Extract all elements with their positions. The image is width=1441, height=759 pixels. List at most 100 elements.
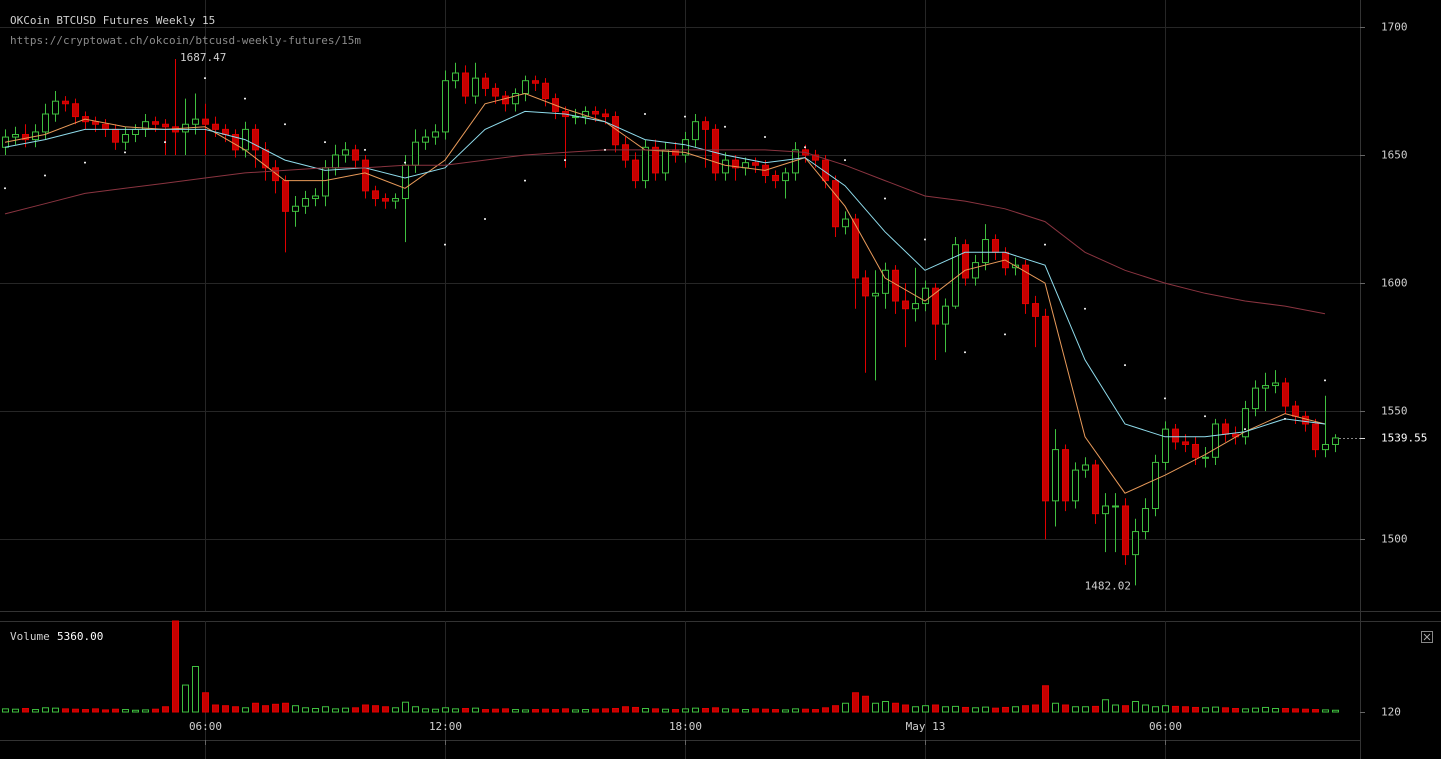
close-cross[interactable] <box>1423 633 1431 641</box>
candle-body <box>252 128 259 151</box>
y-tick-label: 1500 <box>1381 533 1408 546</box>
volume-bar <box>182 684 189 713</box>
volume-bar <box>692 707 699 713</box>
candle-body <box>1092 464 1099 515</box>
candle-body <box>1042 315 1049 502</box>
volume-bar <box>162 706 169 713</box>
volume-bar <box>602 708 609 713</box>
candle-body <box>422 136 429 143</box>
candle-body <box>662 149 669 174</box>
volume-bar <box>1072 706 1079 713</box>
candle-body <box>522 80 529 95</box>
candle-body <box>832 180 839 228</box>
candle-body <box>622 144 629 161</box>
candle-body <box>122 133 129 143</box>
volume-bar <box>172 620 179 713</box>
candle-body <box>1082 464 1089 471</box>
x-tick-label: 18:00 <box>669 720 702 733</box>
volume-bar <box>462 708 469 713</box>
volume-bar <box>1082 706 1089 713</box>
moving-average <box>4 92 1326 494</box>
volume-bar <box>772 709 779 713</box>
volume-bar <box>802 708 809 713</box>
candle-body <box>132 128 139 135</box>
volume-bar <box>962 706 969 713</box>
candle-body <box>352 149 359 161</box>
plot: 1687.47 1482.02 1539.55 <box>2 51 1427 713</box>
sar-dot <box>924 238 926 241</box>
volume-bar <box>282 702 289 713</box>
volume-bar <box>132 709 139 713</box>
last-price-label: 1539.55 <box>1381 432 1427 445</box>
sar-dot <box>324 141 326 144</box>
candle-body <box>1182 441 1189 445</box>
sar-dot <box>644 113 646 116</box>
y-tick-label: 120 <box>1381 706 1401 719</box>
sar-dot <box>44 174 46 177</box>
sar-dot <box>764 136 766 139</box>
sar-dot <box>964 351 966 354</box>
volume-bar <box>1122 705 1129 713</box>
volume-bar <box>512 709 519 713</box>
volume-bar <box>42 707 49 713</box>
volume-bar <box>502 708 509 713</box>
candle-body <box>1222 423 1229 435</box>
candle-body <box>1122 505 1129 556</box>
sar-dot <box>1204 415 1206 418</box>
volume-readout: 5360.00 <box>57 630 103 643</box>
x-tick-label: May 13 <box>906 720 946 733</box>
y-tick-label: 1600 <box>1381 277 1408 290</box>
candle-body <box>742 162 749 169</box>
candle-body <box>412 141 419 166</box>
candle-body <box>362 159 369 192</box>
volume-bar <box>1132 701 1139 713</box>
sar-dot <box>4 187 6 190</box>
volume-bar <box>792 708 799 713</box>
volume-bar <box>592 708 599 713</box>
volume-bar <box>212 704 219 713</box>
volume-bar <box>1192 706 1199 713</box>
y-tick-label: 1550 <box>1381 405 1408 418</box>
volume-bar <box>942 706 949 713</box>
volume-bar <box>452 708 459 713</box>
volume-bar <box>202 692 209 713</box>
volume-bar <box>122 709 129 713</box>
volume-bar <box>532 709 539 713</box>
volume-bar <box>1302 708 1309 713</box>
chart-title: OKCoin BTCUSD Futures Weekly 15 <box>10 14 215 27</box>
candle-body <box>162 123 169 128</box>
volume-bar <box>412 706 419 713</box>
candle-body <box>1282 382 1289 407</box>
volume-bar <box>1252 707 1259 713</box>
moving-average <box>4 149 1326 315</box>
sar-dot <box>404 161 406 164</box>
candle-body <box>1192 443 1199 458</box>
candle-body <box>1022 264 1029 305</box>
candle-body <box>102 123 109 130</box>
volume-bar <box>892 702 899 713</box>
close-box[interactable] <box>1421 631 1433 643</box>
sar-dot <box>564 159 566 162</box>
x-tick-label: 12:00 <box>429 720 462 733</box>
candle-body <box>932 287 939 325</box>
volume-bar <box>1032 704 1039 713</box>
candle-body <box>452 72 459 82</box>
volume-bar <box>1092 705 1099 713</box>
volume-bar <box>1322 709 1329 713</box>
y-tick-label: 1650 <box>1381 149 1408 162</box>
candle-body <box>1062 449 1069 502</box>
x-tick-label: 06:00 <box>189 720 222 733</box>
candle-body <box>972 262 979 279</box>
candle-body <box>942 305 949 325</box>
candle-body <box>912 303 919 310</box>
volume-bar <box>1232 708 1239 713</box>
candle-body <box>1292 405 1299 417</box>
volume-bar <box>2 708 9 713</box>
candle-body <box>1252 387 1259 410</box>
volume-bar <box>392 707 399 713</box>
close-button[interactable] <box>1421 631 1433 643</box>
volume-bar <box>882 701 889 713</box>
volume-bar <box>662 708 669 713</box>
